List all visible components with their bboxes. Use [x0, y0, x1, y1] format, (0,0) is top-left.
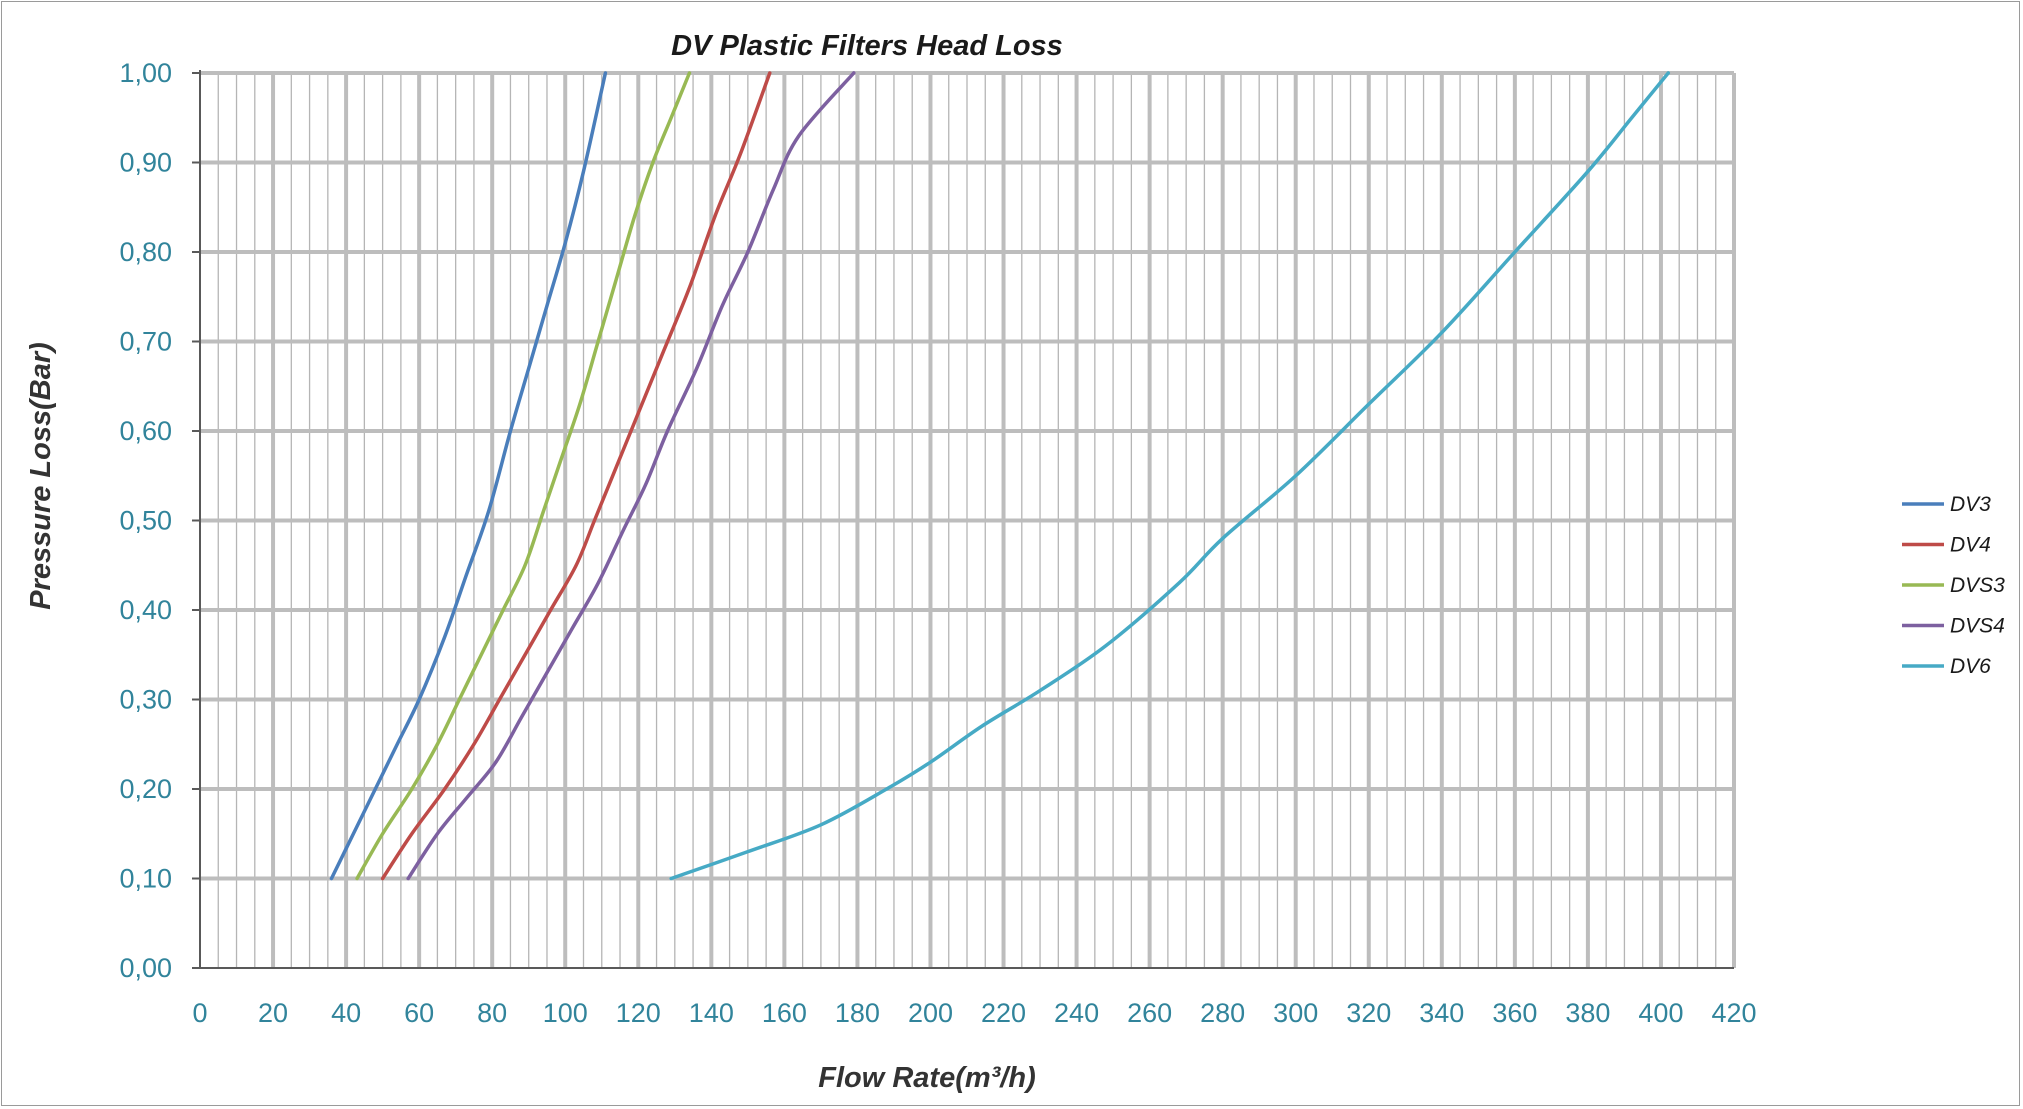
x-tick-label: 200 — [908, 998, 953, 1028]
x-tick-label: 20 — [258, 998, 288, 1028]
x-tick-label: 300 — [1273, 998, 1318, 1028]
legend-label-dvs3: DVS3 — [1950, 574, 2005, 597]
series-line-dv4 — [380, 71, 772, 881]
series-line-dvs3 — [355, 71, 692, 881]
tick-label-layer: 0,00 0,10 0,20 0,30 0,40 0,50 0,60 0,70 0,80 0,90… — [119, 58, 1756, 1028]
series-line-dvs4 — [406, 71, 856, 881]
x-tick-label: 240 — [1054, 998, 1099, 1028]
x-tick-label: 320 — [1346, 998, 1391, 1028]
x-tick-label: 60 — [404, 998, 434, 1028]
x-tick-label: 0 — [192, 998, 207, 1028]
x-tick-label: 360 — [1492, 998, 1537, 1028]
x-tick-label: 280 — [1200, 998, 1245, 1028]
x-tick-label: 120 — [616, 998, 661, 1028]
legend-label-dvs4: DVS4 — [1950, 615, 2005, 638]
x-tick-label: 380 — [1565, 998, 1610, 1028]
legend-label-dv4: DV4 — [1950, 534, 1991, 557]
x-tick-label: 260 — [1127, 998, 1172, 1028]
y-tick-label: 0,70 — [119, 327, 172, 357]
y-tick-label: 0,10 — [119, 864, 172, 894]
series-line-dv3 — [329, 71, 608, 881]
axis-layer — [192, 70, 1734, 969]
y-tick-label: 0,30 — [119, 685, 172, 715]
x-tick-label: 420 — [1711, 998, 1756, 1028]
x-tick-label: 220 — [981, 998, 1026, 1028]
x-tick-label: 140 — [689, 998, 734, 1028]
x-tick-label: 180 — [835, 998, 880, 1028]
legend: DV3 DV4 DVS3 DVS4 DV6 — [1902, 493, 2005, 678]
y-tick-label: 0,40 — [119, 595, 172, 625]
x-tick-label: 40 — [331, 998, 361, 1028]
y-tick-label: 0,00 — [119, 953, 172, 983]
y-tick-label: 0,20 — [119, 774, 172, 804]
y-tick-label: 0,80 — [119, 237, 172, 267]
x-tick-label: 340 — [1419, 998, 1464, 1028]
y-tick-label: 0,60 — [119, 416, 172, 446]
y-tick-label: 1,00 — [119, 58, 172, 88]
x-tick-label: 80 — [477, 998, 507, 1028]
grid-layer — [200, 71, 1736, 968]
x-axis-title: Flow Rate(m³/h) — [818, 1062, 1036, 1094]
legend-label-dv3: DV3 — [1950, 493, 1991, 516]
y-tick-label: 0,90 — [119, 148, 172, 178]
x-tick-label: 400 — [1638, 998, 1683, 1028]
y-axis-title: Pressure Loss(Bar) — [25, 342, 57, 610]
y-tick-label: 0,50 — [119, 506, 172, 536]
chart-title: DV Plastic Filters Head Loss — [671, 30, 1063, 62]
legend-label-dv6: DV6 — [1950, 655, 1991, 678]
series-line-dv6 — [669, 71, 1671, 881]
x-tick-label: 160 — [762, 998, 807, 1028]
x-tick-label: 100 — [543, 998, 588, 1028]
series-layer — [329, 71, 1671, 881]
